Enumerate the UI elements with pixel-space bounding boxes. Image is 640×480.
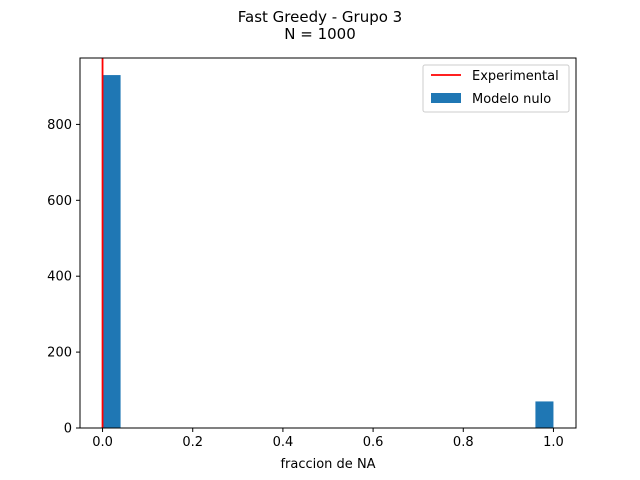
x-tick-label: 0.8: [453, 435, 474, 450]
bars-group: [102, 75, 554, 429]
x-axis-label: fraccion de NA: [280, 457, 375, 472]
x-axis: 0.0 0.2 0.4 0.6 0.8 1.0: [92, 428, 564, 450]
y-tick-label: 200: [47, 346, 72, 361]
x-tick-label: 0.6: [363, 435, 384, 450]
y-tick-label: 400: [47, 270, 72, 285]
x-tick-label: 0.0: [92, 435, 113, 450]
x-tick-label: 0.2: [182, 435, 203, 450]
chart-subtitle: N = 1000: [284, 25, 356, 43]
chart-title: Fast Greedy - Grupo 3: [238, 8, 402, 26]
histogram-bar-0: [102, 75, 121, 429]
plot-frame: [79, 57, 577, 429]
x-tick-label: 1.0: [543, 435, 564, 450]
y-tick-label: 800: [47, 118, 72, 133]
x-tick-label: 0.4: [273, 435, 294, 450]
histogram-bar-1: [535, 401, 554, 428]
legend-experimental-label: Experimental: [472, 69, 559, 84]
y-tick-label: 0: [64, 422, 72, 437]
y-tick-label: 600: [47, 194, 72, 209]
legend-modelo-nulo-swatch: [431, 93, 461, 103]
legend: Experimental Modelo nulo: [422, 64, 570, 113]
y-axis: 0 200 400 600 800: [47, 118, 80, 437]
legend-modelo-nulo-label: Modelo nulo: [472, 92, 551, 107]
